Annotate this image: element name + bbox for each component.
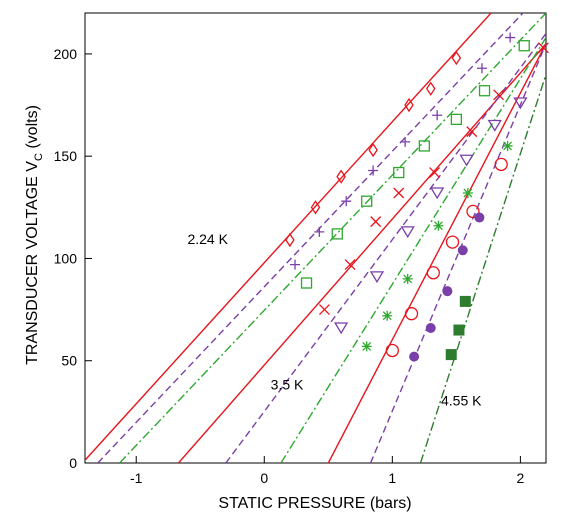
- data-point-x: [370, 216, 382, 228]
- data-point-filled-square: [445, 349, 457, 361]
- data-point-filled-square: [459, 295, 471, 307]
- data-point-filled-circle: [474, 212, 485, 223]
- fit-line-triangle-down: [225, 33, 546, 463]
- data-point-circle: [385, 343, 399, 358]
- data-point-plus: [505, 32, 516, 43]
- data-point-square: [300, 277, 313, 289]
- data-point-triangle-down: [487, 119, 502, 132]
- data-point-x: [493, 89, 505, 101]
- data-point-triangle-down: [459, 154, 474, 167]
- data-point-triangle-down: [369, 271, 385, 284]
- fit-line-x: [177, 43, 546, 463]
- x-axis-label: STATIC PRESSURE (bars): [218, 495, 411, 512]
- x-tick-label: 0: [260, 470, 268, 486]
- data-point-triangle-down: [513, 97, 528, 110]
- fit-line-circle: [327, 43, 546, 463]
- data-point-filled-circle: [425, 323, 436, 333]
- data-point-diamond: [336, 169, 346, 184]
- y-tick-label: 150: [54, 148, 78, 164]
- data-point-circle: [426, 266, 440, 280]
- y-tick-label: 100: [54, 250, 78, 266]
- data-point-plus: [476, 63, 487, 74]
- data-point-x: [344, 259, 356, 271]
- data-point-plus: [368, 165, 379, 176]
- data-point-filled-square: [453, 324, 465, 336]
- data-point-asterisk: [462, 188, 473, 198]
- x-tick-label: -1: [130, 470, 143, 486]
- data-point-plus: [400, 136, 411, 147]
- data-point-filled-circle: [409, 351, 420, 362]
- data-point-x: [393, 187, 405, 199]
- y-tick-label: 50: [61, 353, 77, 369]
- data-point-plus: [290, 259, 301, 270]
- data-point-asterisk: [502, 140, 513, 151]
- fit-line-asterisk: [280, 37, 546, 463]
- y-axis-label-subscript: C: [33, 153, 45, 161]
- temperature-label: 4.55 K: [441, 393, 482, 409]
- data-point-circle: [445, 235, 460, 249]
- data-point-square: [393, 166, 405, 179]
- data-point-circle: [494, 157, 508, 172]
- data-point-asterisk: [402, 273, 413, 284]
- data-point-triangle-down: [430, 187, 445, 200]
- y-axis-label-unit: (volts): [24, 105, 41, 149]
- data-point-square: [478, 85, 491, 97]
- y-tick-label: 200: [54, 46, 78, 62]
- data-point-square: [418, 140, 430, 152]
- data-point-diamond: [425, 81, 436, 96]
- y-axis-label: TRANSDUCER VOLTAGE VC (volts): [24, 105, 45, 365]
- data-point-triangle-down: [333, 322, 349, 335]
- fit-line-filled-circle: [369, 43, 546, 463]
- data-point-plus: [341, 196, 352, 207]
- x-tick-label: 1: [388, 470, 396, 486]
- plot-frame: [84, 12, 547, 464]
- data-point-square: [518, 40, 530, 52]
- data-markers: [285, 32, 549, 362]
- data-point-x: [537, 42, 549, 54]
- annotations: 2.24 K 3.5 K 4.55 K: [187, 231, 482, 409]
- data-point-plus: [432, 110, 443, 121]
- data-point-diamond: [404, 97, 414, 113]
- data-point-filled-circle: [457, 245, 468, 256]
- data-point-plus: [314, 226, 325, 237]
- axes: -1 0 1 2 0 50 100 150 200: [54, 46, 525, 486]
- data-point-circle: [466, 204, 480, 219]
- data-point-triangle-down: [400, 226, 415, 239]
- fit-lines: [85, 13, 546, 463]
- data-point-x: [319, 304, 330, 316]
- data-point-asterisk: [433, 220, 444, 231]
- fit-line-filled-square: [419, 74, 546, 463]
- data-point-x: [429, 167, 441, 179]
- data-point-square: [361, 195, 373, 207]
- data-point-asterisk: [382, 310, 393, 321]
- data-point-filled-circle: [442, 286, 453, 297]
- y-tick-label: 0: [69, 455, 77, 471]
- data-point-diamond: [310, 200, 321, 215]
- data-point-circle: [404, 307, 419, 321]
- data-point-x: [466, 126, 478, 138]
- data-point-square: [331, 228, 343, 240]
- fit-line-plus: [97, 13, 524, 463]
- data-point-diamond: [285, 232, 295, 248]
- data-point-diamond: [451, 50, 462, 66]
- temperature-label: 2.24 K: [187, 231, 228, 247]
- x-tick-label: 2: [516, 470, 524, 486]
- data-point-square: [450, 113, 463, 126]
- y-axis-label-main: TRANSDUCER VOLTAGE V: [24, 161, 41, 365]
- data-point-diamond: [368, 142, 378, 158]
- temperature-label: 3.5 K: [271, 376, 304, 392]
- data-point-asterisk: [361, 341, 372, 352]
